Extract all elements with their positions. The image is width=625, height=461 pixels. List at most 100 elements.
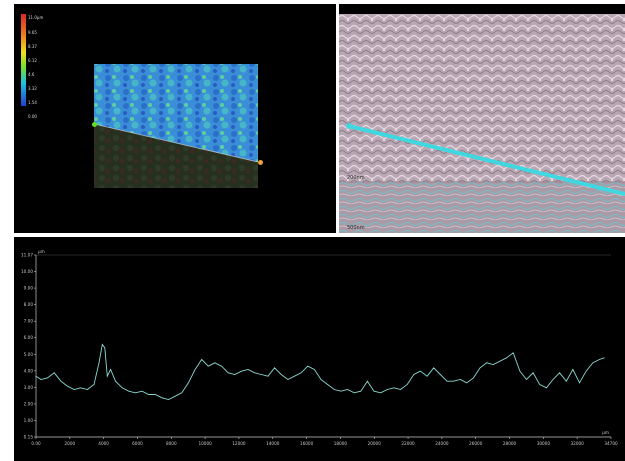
profile-point [267, 375, 269, 377]
y-tick-label: 8.00 [24, 302, 34, 307]
color-scale-label: 3.32 [28, 86, 37, 91]
profile-point [148, 394, 150, 395]
height-map-surface [94, 64, 258, 162]
profile-point [60, 380, 62, 382]
x-tick-label: 4000 [98, 441, 109, 446]
profile-point [261, 374, 262, 375]
x-tick-label: 14000 [266, 441, 280, 446]
profile-point [433, 367, 435, 369]
profile-point [393, 387, 395, 389]
profile-point [135, 392, 136, 394]
y-tick-label: 10.00 [21, 269, 33, 274]
profile-point [188, 382, 189, 384]
profile-chart: 11.07 10.00 9.00 8.00 7.00 6.00 5.00 4.00 3.00 2.… [21, 249, 618, 446]
profile-point [565, 380, 567, 382]
section-line [348, 124, 625, 196]
height-map-panel[interactable]: 11.0µm 9.65 8.37 6.12 4.6 3.32 1.54 0.00 [14, 4, 336, 233]
profile-point [128, 390, 130, 392]
profile-point [80, 387, 82, 389]
profile-point [473, 377, 474, 379]
profile-point [532, 372, 534, 374]
profile-point [526, 379, 527, 380]
y-unit-label: µm [38, 249, 45, 254]
profile-point [221, 365, 222, 367]
profile-point [300, 372, 302, 374]
x-tick-label: 8000 [166, 441, 177, 446]
profile-point [559, 372, 560, 374]
profile-point [87, 389, 88, 390]
profile-point [413, 374, 415, 375]
profile-point [340, 390, 342, 392]
profile-point [201, 359, 203, 360]
profile-point [585, 370, 587, 372]
x-tick-label: 6000 [132, 441, 143, 446]
x-tick-label: 26000 [469, 441, 483, 446]
profile-point [380, 392, 382, 394]
profile-section-line [93, 123, 259, 163]
profile-point [181, 392, 183, 394]
profile-point [40, 379, 42, 380]
profile-series-line [35, 343, 605, 400]
profile-point [101, 344, 103, 345]
profile-point [486, 362, 488, 364]
section-end-marker[interactable] [258, 160, 263, 165]
profile-point [241, 370, 242, 372]
profile-point [104, 347, 106, 349]
profile-point [479, 367, 481, 369]
profile-point [512, 352, 514, 354]
profile-point [247, 369, 249, 370]
profile-point [287, 379, 289, 380]
profile-point [234, 374, 236, 375]
profile-point [110, 369, 111, 370]
color-scale-label: 6.12 [28, 58, 37, 63]
x-tick-label: 20000 [368, 441, 382, 446]
y-tick-label: 11.07 [21, 253, 33, 258]
y-tick-label: 5.00 [24, 352, 34, 357]
color-scale-label: 0.00 [28, 114, 37, 119]
x-tick-label: 2000 [64, 441, 75, 446]
profile-chart-panel[interactable]: 11.07 10.00 9.00 8.00 7.00 6.00 5.00 4.00 3.00 2.… [14, 237, 625, 461]
profile-point [506, 357, 507, 359]
profile-point [168, 399, 169, 400]
profile-point [373, 390, 375, 392]
x-tick-label: 32000 [571, 441, 585, 446]
y-tick-label: 6.00 [24, 335, 34, 340]
color-scale-unit: 11.0µm [28, 15, 44, 20]
profile-point [579, 382, 580, 384]
section-start-marker[interactable] [92, 122, 97, 127]
profile-point [141, 390, 143, 392]
y-tick-label: 3.00 [24, 385, 34, 390]
profile-point [121, 387, 123, 389]
x-unit-label: µm [602, 430, 609, 435]
y-tick-label: 7.00 [24, 319, 34, 324]
profile-point [453, 380, 454, 382]
color-scale-label: 1.54 [28, 100, 37, 105]
profile-point [604, 357, 605, 359]
height-map-shadow [94, 124, 258, 188]
color-scale-label: 8.37 [28, 44, 37, 49]
profile-point [400, 389, 401, 390]
profile-point [294, 375, 295, 377]
profile-point [207, 365, 209, 367]
profile-point [93, 384, 95, 385]
x-tick-label: 34700 [604, 441, 618, 446]
x-tick-label: 18000 [334, 441, 348, 446]
profile-point [492, 364, 494, 365]
scale-label-top: 200nm [347, 175, 365, 181]
profile-point [599, 359, 600, 360]
profile-point [519, 370, 521, 372]
profile-point [35, 375, 37, 377]
profile-point [320, 379, 322, 380]
profile-point [174, 395, 176, 397]
scale-label-bottom: 500nm [347, 225, 365, 231]
profile-point [333, 389, 335, 390]
microscope-image-panel[interactable]: 200nm 500nm [339, 4, 625, 233]
profile-point [115, 380, 116, 382]
color-scale-bar [21, 14, 26, 106]
y-tick-label: 4.00 [24, 368, 34, 373]
profile-point [314, 369, 315, 370]
color-scale-label: 4.6 [28, 72, 35, 77]
x-tick-label: 12000 [232, 441, 246, 446]
profile-point [254, 372, 256, 374]
profile-point [426, 375, 428, 377]
